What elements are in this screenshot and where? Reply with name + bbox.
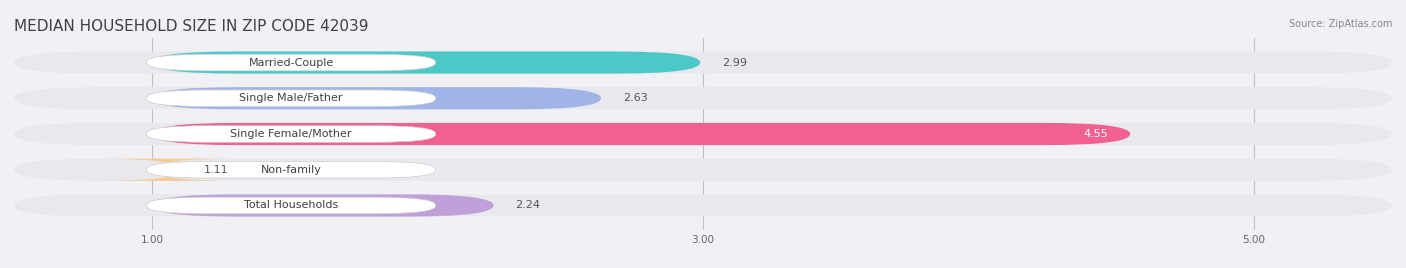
Text: 2.24: 2.24 — [516, 200, 541, 210]
FancyBboxPatch shape — [14, 123, 1392, 145]
Text: 2.99: 2.99 — [723, 58, 748, 68]
Text: Married-Couple: Married-Couple — [249, 58, 333, 68]
FancyBboxPatch shape — [146, 161, 436, 178]
FancyBboxPatch shape — [146, 126, 436, 142]
FancyBboxPatch shape — [152, 87, 600, 109]
FancyBboxPatch shape — [14, 159, 1392, 181]
Text: 1.11: 1.11 — [204, 165, 229, 175]
Text: 4.55: 4.55 — [1084, 129, 1108, 139]
FancyBboxPatch shape — [146, 54, 436, 71]
Text: Single Female/Mother: Single Female/Mother — [231, 129, 352, 139]
Text: Non-family: Non-family — [260, 165, 322, 175]
Text: MEDIAN HOUSEHOLD SIZE IN ZIP CODE 42039: MEDIAN HOUSEHOLD SIZE IN ZIP CODE 42039 — [14, 19, 368, 34]
FancyBboxPatch shape — [97, 159, 238, 181]
FancyBboxPatch shape — [146, 197, 436, 214]
FancyBboxPatch shape — [14, 194, 1392, 217]
Text: Total Households: Total Households — [243, 200, 337, 210]
FancyBboxPatch shape — [146, 90, 436, 107]
FancyBboxPatch shape — [152, 123, 1130, 145]
Text: Source: ZipAtlas.com: Source: ZipAtlas.com — [1288, 19, 1392, 29]
Text: 2.63: 2.63 — [623, 93, 648, 103]
FancyBboxPatch shape — [14, 87, 1392, 109]
FancyBboxPatch shape — [152, 194, 494, 217]
FancyBboxPatch shape — [152, 51, 700, 74]
Text: Single Male/Father: Single Male/Father — [239, 93, 343, 103]
FancyBboxPatch shape — [14, 51, 1392, 74]
